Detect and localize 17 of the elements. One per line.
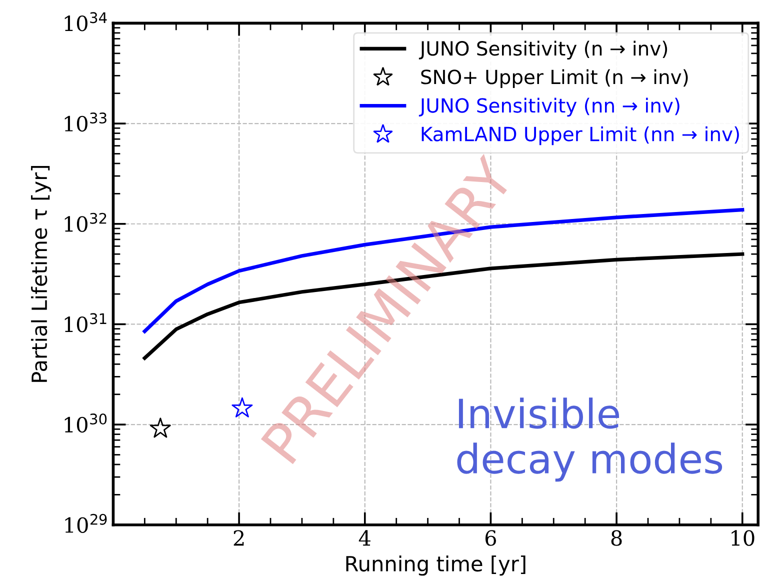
x-axis-title: Running time [yr]: [346, 555, 526, 576]
y-tick-label: 10$^{31}$: [64, 313, 106, 332]
x-tick-label: 6: [485, 530, 496, 546]
y-axis-title: Partial Lifetime τ [yr]: [31, 166, 52, 382]
x-tick-label: 10: [732, 530, 754, 546]
y-tick-label: 10$^{34}$: [64, 12, 107, 32]
x-tick-label: 8: [611, 530, 622, 546]
legend-label: JUNO Sensitivity (nn → inv): [418, 98, 680, 117]
legend-label: JUNO Sensitivity (n → inv): [418, 40, 668, 60]
x-tick-label: 4: [358, 530, 370, 546]
y-tick-label: 10$^{32}$: [64, 212, 106, 232]
legend-label: SNO+ Upper Limit (n → inv): [421, 69, 688, 88]
x-tick-label: 2: [234, 530, 244, 546]
y-tick-label: 10$^{29}$: [65, 514, 107, 533]
legend-label: KamLAND Upper Limit (nn → inv): [422, 126, 739, 146]
y-tick-label: 10$^{30}$: [64, 414, 107, 433]
y-tick-label: 10$^{33}$: [64, 112, 106, 132]
